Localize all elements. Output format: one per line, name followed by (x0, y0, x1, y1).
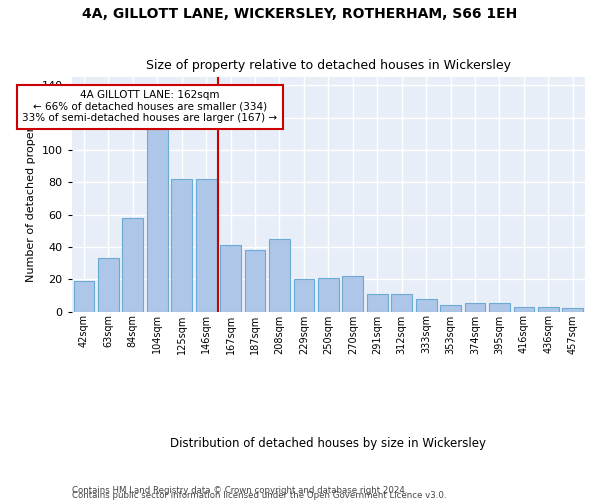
Bar (74, 281, 94, 312)
Title: Size of property relative to detached houses in Wickersley: Size of property relative to detached ho… (146, 59, 511, 72)
Bar (98, 258, 119, 312)
Bar (416, 298, 437, 312)
Bar (514, 306, 534, 312)
Bar (562, 308, 583, 312)
Bar (343, 276, 363, 312)
X-axis label: Distribution of detached houses by size in Wickersley: Distribution of detached houses by size … (170, 437, 487, 450)
Y-axis label: Number of detached properties: Number of detached properties (26, 106, 36, 282)
Bar (440, 305, 461, 312)
Bar (538, 306, 559, 312)
Bar (220, 246, 241, 312)
Bar (172, 179, 192, 312)
Text: Contains public sector information licensed under the Open Government Licence v3: Contains public sector information licen… (72, 490, 446, 500)
Bar (489, 304, 510, 312)
Text: 4A, GILLOTT LANE, WICKERSLEY, ROTHERHAM, S66 1EH: 4A, GILLOTT LANE, WICKERSLEY, ROTHERHAM,… (82, 8, 518, 22)
Text: 4A GILLOTT LANE: 162sqm
← 66% of detached houses are smaller (334)
33% of semi-d: 4A GILLOTT LANE: 162sqm ← 66% of detache… (22, 90, 277, 124)
Bar (196, 179, 217, 312)
Bar (269, 239, 290, 312)
Bar (293, 279, 314, 312)
Bar (318, 278, 339, 312)
Bar (122, 218, 143, 312)
Bar (391, 294, 412, 312)
Bar (245, 250, 265, 312)
Bar (147, 120, 167, 312)
Bar (367, 294, 388, 312)
Text: Contains HM Land Registry data © Crown copyright and database right 2024.: Contains HM Land Registry data © Crown c… (72, 486, 407, 495)
Bar (464, 304, 485, 312)
